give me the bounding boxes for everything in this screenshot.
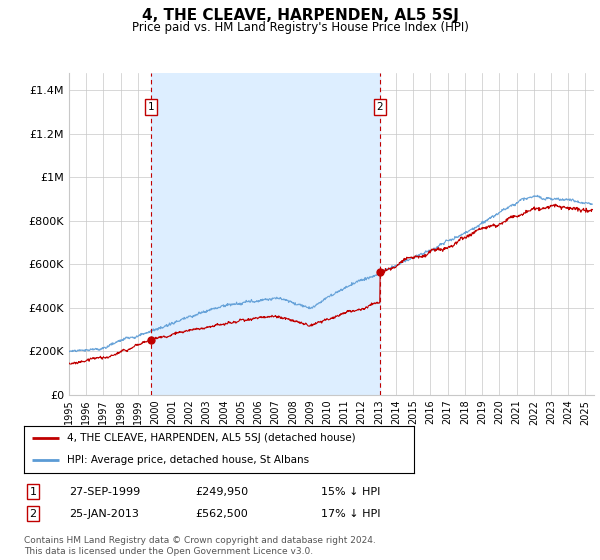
Text: 2: 2 [377,101,383,111]
Text: 2: 2 [29,508,37,519]
Text: 4, THE CLEAVE, HARPENDEN, AL5 5SJ (detached house): 4, THE CLEAVE, HARPENDEN, AL5 5SJ (detac… [67,433,356,444]
Text: 1: 1 [148,101,154,111]
Text: 15% ↓ HPI: 15% ↓ HPI [321,487,380,497]
Text: £249,950: £249,950 [195,487,248,497]
Text: Contains HM Land Registry data © Crown copyright and database right 2024.
This d: Contains HM Land Registry data © Crown c… [24,536,376,556]
Text: £562,500: £562,500 [195,508,248,519]
Text: 4, THE CLEAVE, HARPENDEN, AL5 5SJ: 4, THE CLEAVE, HARPENDEN, AL5 5SJ [142,8,458,24]
Text: 27-SEP-1999: 27-SEP-1999 [69,487,140,497]
Text: HPI: Average price, detached house, St Albans: HPI: Average price, detached house, St A… [67,455,309,465]
Text: 17% ↓ HPI: 17% ↓ HPI [321,508,380,519]
Text: Price paid vs. HM Land Registry's House Price Index (HPI): Price paid vs. HM Land Registry's House … [131,21,469,34]
Bar [151,73,380,395]
Text: 1: 1 [29,487,37,497]
Text: 25-JAN-2013: 25-JAN-2013 [69,508,139,519]
